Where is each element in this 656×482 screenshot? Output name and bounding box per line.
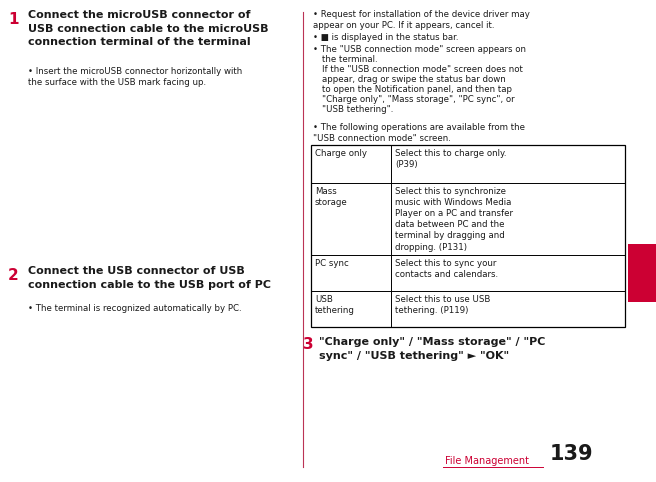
Text: Connect the USB connector of USB
connection cable to the USB port of PC: Connect the USB connector of USB connect… bbox=[28, 266, 271, 290]
Text: If the "USB connection mode" screen does not: If the "USB connection mode" screen does… bbox=[322, 65, 523, 74]
Text: Select this to use USB
tethering. (P119): Select this to use USB tethering. (P119) bbox=[395, 295, 491, 315]
Text: "Charge only" / "Mass storage" / "PC
sync" / "USB tethering" ► "OK": "Charge only" / "Mass storage" / "PC syn… bbox=[319, 337, 545, 361]
Text: 3: 3 bbox=[303, 337, 314, 352]
Text: Connect the microUSB connector of
USB connection cable to the microUSB
connectio: Connect the microUSB connector of USB co… bbox=[28, 10, 268, 47]
Text: 139: 139 bbox=[550, 444, 594, 464]
Text: Mass
storage: Mass storage bbox=[315, 187, 348, 207]
Text: 2: 2 bbox=[8, 268, 19, 283]
Text: Select this to synchronize
music with Windows Media
Player on a PC and transfer
: Select this to synchronize music with Wi… bbox=[395, 187, 513, 252]
Text: • ■ is displayed in the status bar.: • ■ is displayed in the status bar. bbox=[313, 33, 459, 42]
Text: • The terminal is recognized automatically by PC.: • The terminal is recognized automatical… bbox=[28, 304, 241, 313]
Text: PC sync: PC sync bbox=[315, 259, 349, 268]
Text: Charge only: Charge only bbox=[315, 149, 367, 158]
Text: the terminal.: the terminal. bbox=[322, 55, 378, 64]
Text: • The "USB connection mode" screen appears on: • The "USB connection mode" screen appea… bbox=[313, 45, 526, 54]
Text: 1: 1 bbox=[8, 12, 18, 27]
Text: to open the Notification panel, and then tap: to open the Notification panel, and then… bbox=[322, 85, 512, 94]
Bar bbox=[311, 145, 625, 327]
Text: • Request for installation of the device driver may
appear on your PC. If it app: • Request for installation of the device… bbox=[313, 10, 530, 30]
Text: Select this to charge only.
(P39): Select this to charge only. (P39) bbox=[395, 149, 506, 169]
Text: Select this to sync your
contacts and calendars.: Select this to sync your contacts and ca… bbox=[395, 259, 498, 279]
Text: "Charge only", "Mass storage", "PC sync", or: "Charge only", "Mass storage", "PC sync"… bbox=[322, 95, 514, 104]
Text: • The following operations are available from the
"USB connection mode" screen.: • The following operations are available… bbox=[313, 123, 525, 144]
Text: appear, drag or swipe the status bar down: appear, drag or swipe the status bar dow… bbox=[322, 75, 506, 84]
Text: File Management: File Management bbox=[445, 456, 529, 466]
Text: "USB tethering".: "USB tethering". bbox=[322, 105, 394, 114]
Bar bbox=[628, 244, 656, 302]
Text: USB
tethering: USB tethering bbox=[315, 295, 355, 315]
Text: • Insert the microUSB connector horizontally with
the surface with the USB mark : • Insert the microUSB connector horizont… bbox=[28, 67, 242, 87]
